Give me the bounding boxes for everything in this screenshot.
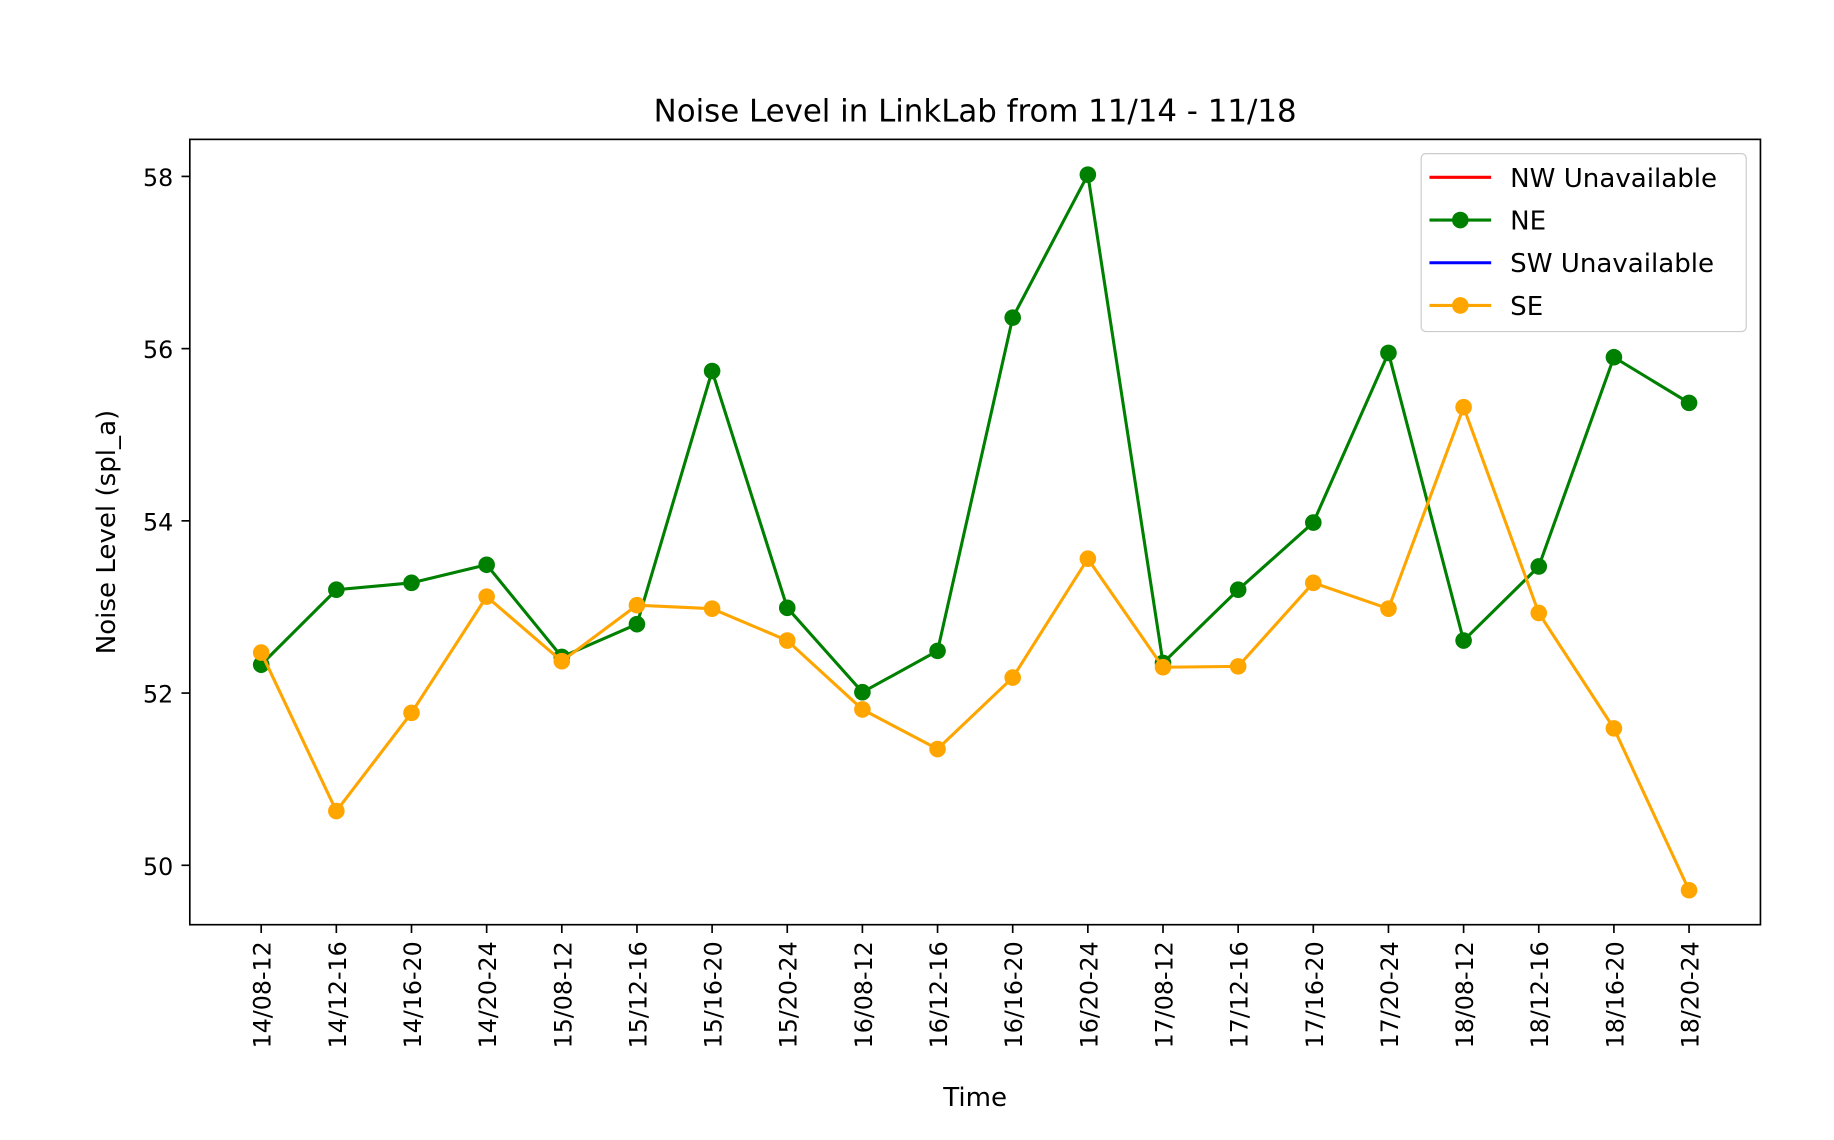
data-point — [929, 642, 946, 660]
x-tick-label: 15/20-24 — [775, 941, 803, 1048]
data-point — [1605, 720, 1623, 737]
data-point — [252, 644, 270, 661]
data-point — [1305, 574, 1322, 592]
x-tick-label: 17/12-16 — [1226, 941, 1254, 1048]
data-point — [403, 704, 420, 722]
legend-label: NE — [1510, 207, 1546, 237]
data-point — [1229, 581, 1247, 599]
x-tick-label: 17/08-12 — [1150, 941, 1178, 1048]
legend-marker — [1452, 211, 1469, 229]
data-point — [1455, 632, 1472, 649]
data-point — [1004, 309, 1022, 326]
data-point — [553, 652, 571, 670]
legend-label: SE — [1510, 292, 1543, 322]
x-tick-label: 18/20-24 — [1677, 941, 1705, 1048]
data-point — [1605, 348, 1623, 366]
x-tick-label: 15/08-12 — [549, 941, 577, 1048]
x-tick-label: 17/16-20 — [1301, 941, 1329, 1048]
data-point — [628, 615, 646, 633]
x-tick-label: 14/16-20 — [399, 941, 427, 1048]
legend: NW Unavailable NE SW Unavailable SE — [1420, 153, 1747, 333]
legend-label: NW Unavailable — [1510, 164, 1717, 194]
legend-label: SW Unavailable — [1510, 249, 1714, 279]
x-tick-label: 14/12-16 — [324, 941, 352, 1048]
series-line — [260, 169, 1690, 695]
data-point — [1380, 344, 1397, 362]
y-axis-label: Noise Level (spl_a) — [92, 410, 122, 655]
x-tick-label: 17/20-24 — [1376, 941, 1404, 1048]
chart-title: Noise Level in LinkLab from 11/14 - 11/1… — [654, 94, 1297, 130]
y-tick-label: 54 — [143, 508, 173, 536]
x-tick-label: 18/16-20 — [1601, 941, 1629, 1048]
data-point — [1004, 669, 1022, 686]
x-tick-label: 15/16-20 — [700, 941, 728, 1048]
data-point — [1079, 550, 1097, 568]
y-tick-label: 52 — [143, 681, 173, 709]
series-line — [259, 402, 1691, 891]
data-point — [1154, 658, 1172, 676]
data-point — [1530, 604, 1548, 622]
data-point — [1079, 166, 1097, 183]
data-point — [628, 596, 646, 614]
data-point — [328, 802, 345, 820]
data-point — [403, 574, 420, 592]
data-point — [854, 683, 871, 701]
plot-frame — [188, 138, 1762, 926]
x-tick-label: 18/08-12 — [1451, 941, 1479, 1048]
y-tick-label: 56 — [143, 336, 173, 364]
y-tick-label: 58 — [143, 164, 173, 192]
data-point — [1229, 658, 1247, 675]
data-point — [854, 701, 871, 718]
data-point — [1305, 514, 1322, 531]
x-tick-label: 18/12-16 — [1526, 941, 1554, 1048]
data-point — [778, 632, 796, 649]
legend-box — [1420, 153, 1747, 333]
data-point — [929, 740, 946, 758]
data-point — [328, 581, 345, 599]
x-tick-label: 16/20-24 — [1075, 941, 1103, 1048]
x-tick-label: 14/20-24 — [474, 941, 502, 1048]
x-tick-label: 16/16-20 — [1000, 941, 1028, 1048]
data-point — [1455, 398, 1472, 416]
data-point — [1680, 881, 1698, 899]
x-tick-label: 15/12-16 — [624, 941, 652, 1048]
data-point — [1530, 558, 1548, 575]
legend-marker — [1452, 297, 1469, 314]
data-point — [703, 362, 721, 380]
x-tick-label: 14/08-12 — [249, 941, 277, 1048]
x-tick-label: 16/08-12 — [850, 941, 878, 1048]
data-point — [478, 588, 495, 605]
y-tick-label: 50 — [143, 853, 173, 881]
data-point — [1680, 394, 1698, 412]
data-point — [478, 556, 495, 574]
x-axis-label: Time — [942, 1083, 1007, 1113]
data-point — [703, 600, 721, 617]
data-point — [1380, 600, 1397, 617]
x-tick-label: 16/12-16 — [925, 941, 953, 1048]
data-point — [778, 599, 796, 617]
